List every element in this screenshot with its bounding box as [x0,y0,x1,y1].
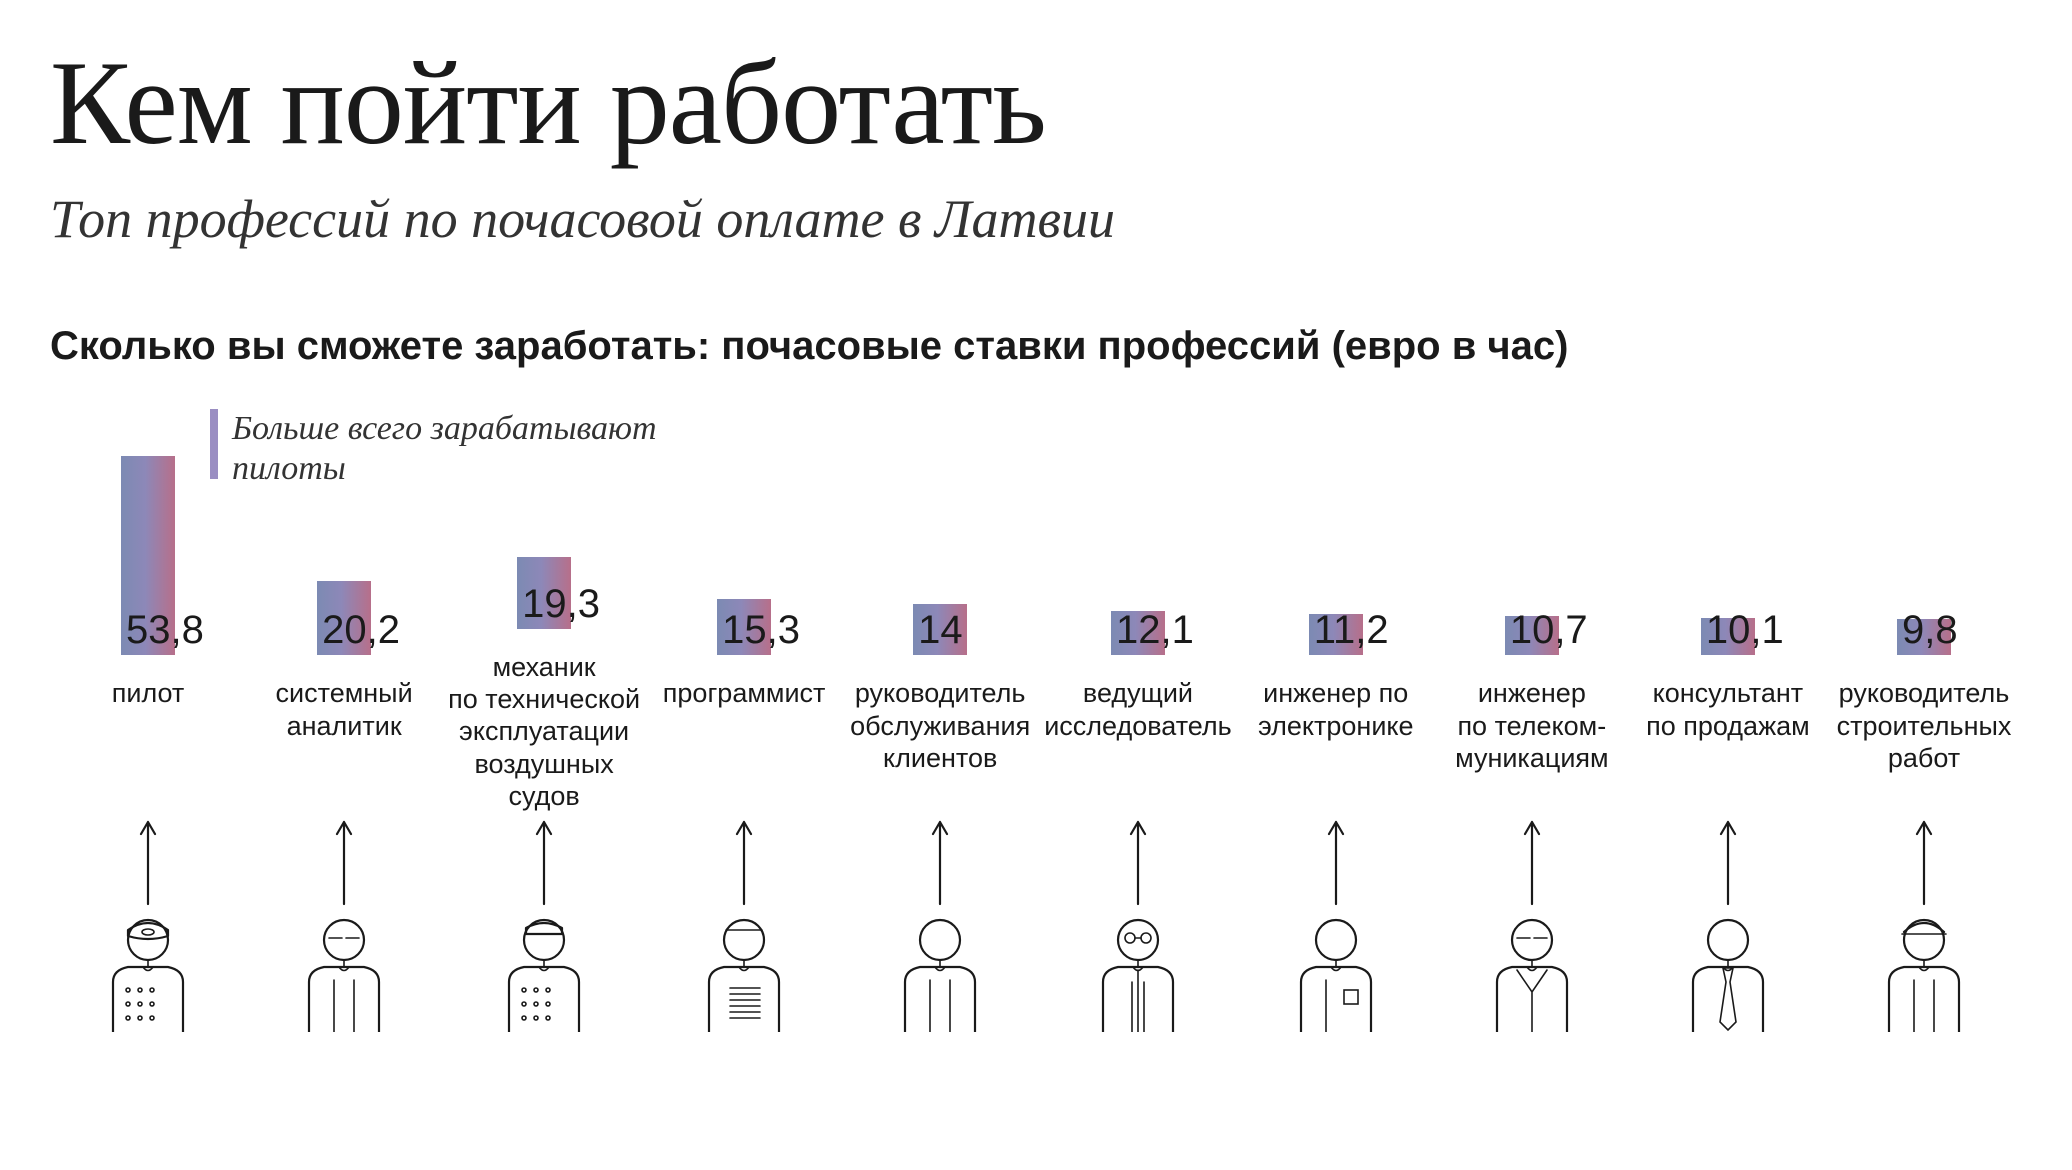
profession-figure-icon [1658,912,1798,1032]
bar-value: 14 [918,608,1058,653]
bar-zone: 9,8 [1826,435,2022,655]
bar-label: консультант по продажам [1630,677,1826,812]
page-subtitle: Топ профессий по почасовой оплате в Латв… [50,186,1150,254]
arrow-up-icon [532,816,556,906]
bar-zone: 15,3 [646,435,842,655]
bar-value: 10,1 [1706,608,1846,653]
chart-column: 14 руководитель обслуживания клиентов [842,435,1038,1032]
chart-column: 10,1 консультант по продажам [1630,435,1826,1032]
bar-label: пилот [106,677,191,812]
bar-label: механик по технической эксплуатации возд… [442,651,646,813]
page-title: Кем пойти работать [50,40,2022,166]
bar-value: 12,1 [1116,608,1256,653]
arrow-up-icon [332,816,356,906]
chart-column: 20,2 системный аналитик [246,435,442,1032]
chart-column: 9,8 руководитель строительных работ [1826,435,2022,1032]
bar-label: инженер по электронике [1238,677,1434,812]
bar-value: 53,8 [126,608,266,653]
arrow-up-icon [1716,816,1740,906]
bar-zone: 12,1 [1038,435,1238,655]
arrow-up-icon [732,816,756,906]
chart-column: 12,1 ведущий исследователь [1038,435,1238,1032]
profession-figure-icon [1854,912,1994,1032]
arrow-up-icon [1912,816,1936,906]
arrow-up-icon [1126,816,1150,906]
bar-label: руководитель обслуживания клиентов [842,677,1038,812]
bar-label: руководитель строительных работ [1826,677,2022,812]
bar-zone: 10,7 [1434,435,1630,655]
bar-label: ведущий исследователь [1038,677,1238,812]
profession-figure-icon [474,912,614,1032]
section-header: Сколько вы сможете заработать: почасовые… [50,324,2022,369]
bar-zone: 11,2 [1238,435,1434,655]
profession-figure-icon [78,912,218,1032]
bar-value: 10,7 [1510,608,1650,653]
chart-column: 11,2 инженер по электронике [1238,435,1434,1032]
bar-value: 11,2 [1314,608,1454,653]
bar-zone: 14 [842,435,1038,655]
chart-column: 10,7 инженер по телеком-муникациям [1434,435,1630,1032]
arrow-up-icon [928,816,952,906]
bar-value: 20,2 [322,608,462,653]
bar-value: 15,3 [722,608,862,653]
profession-figure-icon [1266,912,1406,1032]
profession-figure-icon [1068,912,1208,1032]
chart-column: 53,8 пилот [50,435,246,1032]
bar-value: 9,8 [1902,608,2042,653]
arrow-up-icon [136,816,160,906]
bar-label: инженер по телеком-муникациям [1434,677,1630,812]
bar-zone: 53,8 [50,435,246,655]
chart-column: 19,3 механик по технической эксплуатации … [442,409,646,1033]
arrow-up-icon [1520,816,1544,906]
hourly-rate-chart: 53,8пилот20,2системный аналитик19,3механ… [50,399,2022,1033]
bar-label: программист [657,677,832,812]
profession-figure-icon [870,912,1010,1032]
profession-figure-icon [674,912,814,1032]
bar-zone: 20,2 [246,435,442,655]
arrow-up-icon [1324,816,1348,906]
chart-column: 15,3 программист [646,435,842,1032]
bar-zone: 19,3 [442,409,646,629]
bar-label: системный аналитик [246,677,442,812]
profession-figure-icon [274,912,414,1032]
bar-zone: 10,1 [1630,435,1826,655]
bar-value: 19,3 [522,582,662,627]
profession-figure-icon [1462,912,1602,1032]
